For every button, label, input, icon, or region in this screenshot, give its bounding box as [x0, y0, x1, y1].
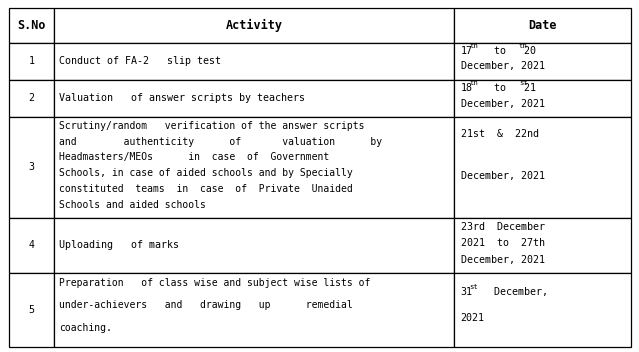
- Bar: [454, 273, 631, 347]
- Text: 2021  to  27th: 2021 to 27th: [461, 238, 544, 248]
- Text: th: th: [519, 43, 528, 49]
- Text: 23rd  December: 23rd December: [461, 222, 544, 232]
- Bar: [454, 80, 631, 117]
- Text: and        authenticity      of       valuation      by: and authenticity of valuation by: [59, 137, 381, 146]
- Bar: [54, 218, 454, 273]
- Text: 18: 18: [461, 83, 473, 93]
- Bar: [454, 8, 631, 43]
- Text: under-achievers   and   drawing   up      remedial: under-achievers and drawing up remedial: [59, 300, 352, 310]
- Text: S.No: S.No: [17, 19, 45, 32]
- Bar: [54, 117, 454, 218]
- Text: December, 2021: December, 2021: [461, 171, 544, 181]
- Bar: [9, 8, 54, 43]
- Text: st: st: [519, 80, 528, 86]
- Text: Valuation   of answer scripts by teachers: Valuation of answer scripts by teachers: [59, 94, 305, 103]
- Bar: [9, 218, 54, 273]
- Text: 2: 2: [28, 94, 35, 103]
- Text: Schools and aided schools: Schools and aided schools: [59, 200, 206, 210]
- Bar: [9, 80, 54, 117]
- Text: 5: 5: [28, 305, 35, 315]
- Text: constituted  teams  in  case  of  Private  Unaided: constituted teams in case of Private Una…: [59, 184, 352, 194]
- Bar: [454, 43, 631, 80]
- Text: 21st  &  22nd: 21st & 22nd: [461, 129, 539, 139]
- Bar: [454, 117, 631, 218]
- Bar: [54, 43, 454, 80]
- Text: 31: 31: [461, 287, 473, 297]
- Text: 1: 1: [28, 56, 35, 66]
- Text: Schools, in case of aided schools and by Specially: Schools, in case of aided schools and by…: [59, 169, 352, 178]
- Bar: [9, 117, 54, 218]
- Text: th: th: [470, 80, 478, 86]
- Text: Headmasters/MEOs      in  case  of  Government: Headmasters/MEOs in case of Government: [59, 152, 329, 163]
- Text: December,: December,: [475, 287, 548, 297]
- Bar: [454, 218, 631, 273]
- Text: coaching.: coaching.: [59, 323, 112, 333]
- Text: Preparation   of class wise and subject wise lists of: Preparation of class wise and subject wi…: [59, 278, 370, 288]
- Text: to   20: to 20: [475, 46, 535, 56]
- Bar: [9, 43, 54, 80]
- Text: Activity: Activity: [226, 19, 282, 32]
- Text: Scrutiny/random   verification of the answer scripts: Scrutiny/random verification of the answ…: [59, 121, 364, 131]
- Bar: [54, 8, 454, 43]
- Text: December, 2021: December, 2021: [461, 61, 544, 71]
- Text: th: th: [470, 43, 478, 49]
- Text: st: st: [470, 284, 478, 290]
- Text: to   21: to 21: [475, 83, 535, 93]
- Text: December, 2021: December, 2021: [461, 99, 544, 109]
- Bar: [9, 273, 54, 347]
- Text: 17: 17: [461, 46, 473, 56]
- Bar: [54, 80, 454, 117]
- Text: Date: Date: [528, 19, 557, 32]
- Text: 2021: 2021: [461, 313, 485, 323]
- Text: 4: 4: [28, 240, 35, 250]
- Text: Uploading   of marks: Uploading of marks: [59, 240, 179, 250]
- Text: December, 2021: December, 2021: [461, 254, 544, 264]
- Text: 3: 3: [28, 162, 35, 172]
- Bar: [54, 273, 454, 347]
- Text: Conduct of FA-2   slip test: Conduct of FA-2 slip test: [59, 56, 220, 66]
